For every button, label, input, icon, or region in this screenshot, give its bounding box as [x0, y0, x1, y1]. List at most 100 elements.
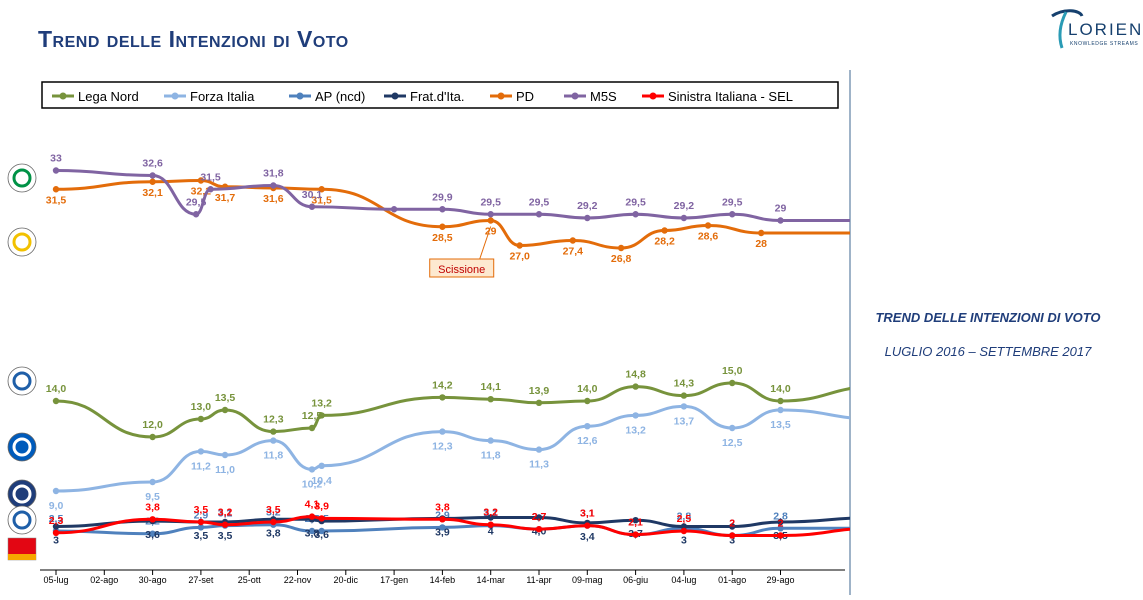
data-point [777, 532, 784, 539]
data-label: 3,1 [580, 508, 595, 520]
party-logo-emblem [12, 168, 32, 188]
data-point [270, 518, 277, 526]
x-tick-label: 27-set [188, 575, 214, 585]
data-label: 13,9 [529, 385, 550, 397]
data-point [149, 178, 156, 185]
annotation-pointer [479, 226, 492, 260]
data-point [584, 397, 591, 405]
page-title: Trend delle Intenzioni di Voto [38, 26, 349, 52]
legend-label: AP (ncd) [315, 89, 365, 104]
x-tick-label: 25-ott [238, 575, 262, 585]
data-label: 13,5 [215, 392, 236, 404]
x-tick-label: 29-ago [766, 575, 794, 585]
data-label: 31,7 [215, 192, 236, 204]
data-label: 3,8 [145, 501, 160, 513]
data-label: 2,9 [194, 509, 209, 521]
legend-marker [391, 92, 399, 100]
data-label: 29,2 [674, 200, 695, 212]
x-tick-label: 04-lug [671, 575, 696, 585]
data-label: 3,5 [194, 504, 209, 516]
data-label: 32,6 [142, 158, 163, 170]
data-label: 29,2 [577, 200, 598, 212]
data-point [535, 211, 543, 218]
data-label: 29,5 [722, 196, 743, 208]
data-label: 13,2 [311, 397, 332, 409]
data-point [632, 517, 639, 524]
data-point [777, 406, 784, 414]
legend-label: PD [516, 89, 534, 104]
data-point [632, 211, 639, 218]
data-label: 11,3 [529, 459, 549, 471]
legend-label: Sinistra Italiana - SEL [668, 89, 793, 104]
x-tick-label: 05-lug [43, 575, 68, 585]
legend-marker [571, 92, 579, 100]
data-point [52, 487, 60, 495]
data-point [569, 237, 577, 244]
party-logo-band [8, 554, 36, 560]
party-logo-emblem [12, 232, 32, 252]
data-point [149, 530, 156, 537]
data-point [729, 523, 736, 530]
data-point [207, 186, 214, 193]
data-point [270, 182, 277, 189]
data-point [439, 206, 446, 213]
data-point [221, 451, 229, 459]
data-label: 13,2 [625, 424, 646, 436]
data-label: 3,9 [435, 526, 450, 538]
data-label: 3,8 [435, 501, 450, 513]
data-point [680, 214, 688, 222]
data-label: 9,0 [49, 500, 64, 512]
data-label: 31,5 [200, 171, 221, 183]
legend-label: Lega Nord [78, 89, 139, 104]
data-label: 11,8 [263, 450, 283, 462]
data-label: 33 [50, 153, 62, 165]
x-tick-label: 17-gen [380, 575, 408, 585]
data-label: 3,1 [218, 508, 233, 520]
data-point [584, 423, 591, 430]
data-point [52, 529, 60, 536]
data-label: 14,3 [674, 378, 695, 390]
logo-mark-icon [1051, 9, 1084, 49]
party-logo-icon [7, 505, 37, 535]
data-label: 30,1 [302, 189, 323, 201]
data-point [584, 214, 591, 222]
data-point [52, 186, 60, 193]
data-label: 13,7 [674, 415, 695, 427]
data-label: 3,2 [483, 507, 498, 519]
x-tick-label: 14-mar [476, 575, 505, 585]
x-tick-label: 01-ago [718, 575, 746, 585]
data-label: 26,8 [611, 253, 632, 265]
data-point [535, 399, 543, 406]
data-point [777, 525, 784, 532]
data-point [270, 428, 277, 435]
data-label: 28,6 [698, 231, 719, 243]
data-label: 3,5 [194, 530, 209, 542]
data-point [439, 524, 446, 531]
party-logo-icon [7, 366, 37, 396]
data-label: 10,2 [302, 478, 323, 490]
data-point [777, 397, 784, 405]
data-label: 12,6 [577, 435, 598, 447]
data-point [308, 424, 316, 432]
data-label: 3,2 [218, 507, 233, 519]
data-point [149, 172, 156, 179]
data-label: 31,5 [311, 194, 332, 206]
side-panel-period: LUGLIO 2016 – SETTEMBRE 2017 [884, 344, 1092, 359]
data-label: 3,8 [305, 527, 320, 539]
party-logo-emblem [12, 484, 32, 504]
data-point [318, 412, 325, 419]
data-point [680, 523, 688, 530]
data-label: 4,1 [305, 499, 320, 511]
data-label: 9,5 [145, 491, 160, 503]
data-label: 12,5 [722, 437, 743, 449]
data-label: 3,4 [580, 531, 595, 543]
data-point [584, 522, 591, 529]
data-point [390, 206, 398, 213]
data-label: 29,5 [529, 196, 550, 208]
annotation-box [429, 258, 495, 278]
data-label: 32,1 [142, 187, 163, 199]
legend-label: Frat.d'Ita. [410, 89, 465, 104]
data-label: 3,1 [580, 508, 595, 520]
data-point [535, 526, 543, 533]
data-point [487, 437, 494, 444]
